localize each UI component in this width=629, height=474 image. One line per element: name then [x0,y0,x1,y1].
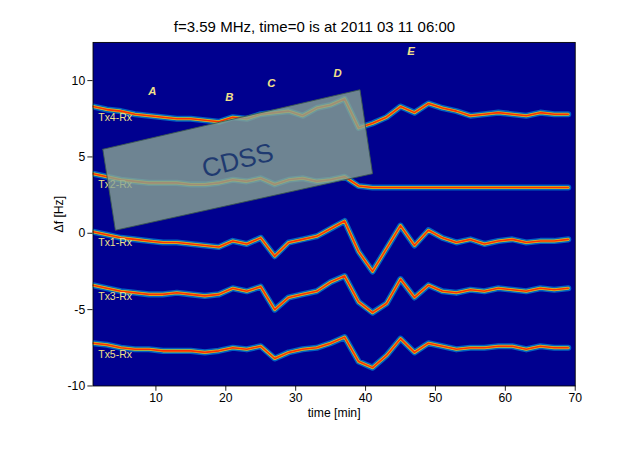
svg-text:A: A [147,85,156,97]
svg-text:E: E [407,45,415,57]
svg-text:5: 5 [78,150,85,164]
svg-text:Δf [Hz]: Δf [Hz] [52,196,66,233]
svg-text:-5: -5 [74,303,85,317]
svg-text:time [min]: time [min] [308,406,361,420]
svg-text:10: 10 [72,73,86,87]
svg-text:40: 40 [359,391,373,405]
svg-text:B: B [225,91,233,103]
svg-text:Tx3-Rx: Tx3-Rx [98,291,132,302]
svg-text:Tx1-Rx: Tx1-Rx [98,237,132,248]
svg-text:10: 10 [149,391,163,405]
svg-text:Tx5-Rx: Tx5-Rx [98,349,132,360]
html-text:f=3.59 MHz, time=0 is at 2011: f=3.59 MHz, time=0 is at 2011 03 11 06:0… [173,18,456,35]
svg-text:D: D [334,67,342,79]
svg-text:Tx4-Rx: Tx4-Rx [98,112,132,123]
svg-text:50: 50 [429,391,443,405]
svg-text:20: 20 [219,391,233,405]
svg-text:70: 70 [568,391,582,405]
svg-text:0: 0 [78,226,85,240]
svg-text:CDSS: CDSS [199,137,277,184]
svg-text:-10: -10 [68,379,86,393]
svg-text:C: C [267,77,276,89]
svg-text:30: 30 [289,391,303,405]
svg-text:60: 60 [499,391,513,405]
